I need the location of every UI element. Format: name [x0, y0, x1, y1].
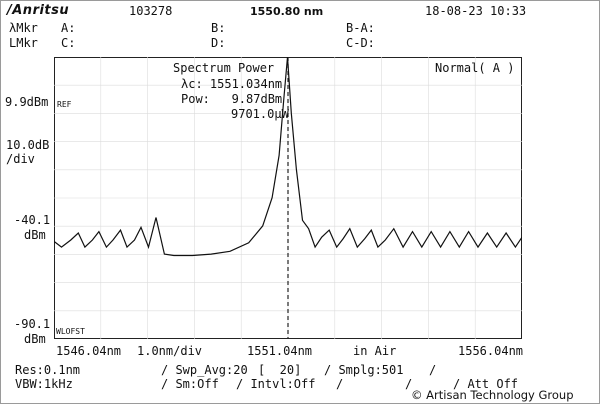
medium-label: in Air [353, 344, 397, 358]
mid-level-unit: dBm [24, 228, 46, 242]
footer-slash-3: / [405, 377, 413, 391]
wl-offset-tag: WLOFST [56, 327, 85, 336]
center-wavelength-axis-label: 1551.04nm [247, 344, 313, 358]
center-wavelength-readout: λc: 1551.034nm [181, 77, 283, 91]
marker-c-label: C: [61, 36, 76, 50]
lambda-marker-label: λMkr [9, 21, 38, 35]
bottom-level-value: -90.1 [14, 317, 51, 331]
footer-slash-1: / [429, 363, 437, 377]
marker-a-label: A: [61, 21, 76, 35]
sampling-label: / Smplg:501 [324, 363, 404, 377]
footer-slash-2: / [336, 377, 344, 391]
stop-wavelength-label: 1556.04nm [458, 344, 524, 358]
trace-mode-label: Normal( A ) [435, 61, 515, 75]
power-readout: Pow: 9.87dBm [181, 92, 283, 106]
brand-logo: /Anritsu [7, 3, 70, 18]
start-wavelength-label: 1546.04nm [56, 344, 122, 358]
spectrum-trace [54, 57, 522, 257]
sweep-average-count: [ 20] [258, 363, 302, 377]
date-time: 18-08-23 10:33 [425, 4, 527, 18]
model-number: 103278 [129, 4, 173, 18]
smoothing-label: / Sm:Off [161, 377, 219, 391]
marker-d-label: D: [211, 36, 226, 50]
sweep-average-label: / Swp_Avg:20 [161, 363, 248, 377]
ref-tag: REF [57, 100, 72, 109]
analysis-title: Spectrum Power [173, 61, 275, 75]
vbw-label: VBW:1kHz [15, 377, 73, 391]
mid-level-value: -40.1 [14, 213, 51, 227]
interval-label: / Intvl:Off [236, 377, 316, 391]
ref-level-label: 9.9dBm [5, 95, 49, 109]
watermark-text: © Artisan Technology Group [411, 388, 574, 402]
resolution-label: Res:0.1nm [15, 363, 81, 377]
power-mw-readout: 9701.0μW [231, 107, 289, 121]
spectrum-plot [54, 57, 522, 339]
marker-ba-label: B-A: [346, 21, 375, 35]
scale-unit-label: /div [6, 152, 35, 166]
attenuator-label: / Att Off [453, 377, 519, 391]
marker-cd-label: C-D: [346, 36, 375, 50]
level-marker-label: LMkr [9, 36, 38, 50]
bottom-level-unit: dBm [24, 332, 46, 346]
scale-value-label: 10.0dB [6, 138, 50, 152]
span-per-div-label: 1.0nm/div [137, 344, 203, 358]
marker-b-label: B: [211, 21, 226, 35]
center-wavelength: 1550.80 nm [250, 5, 324, 18]
